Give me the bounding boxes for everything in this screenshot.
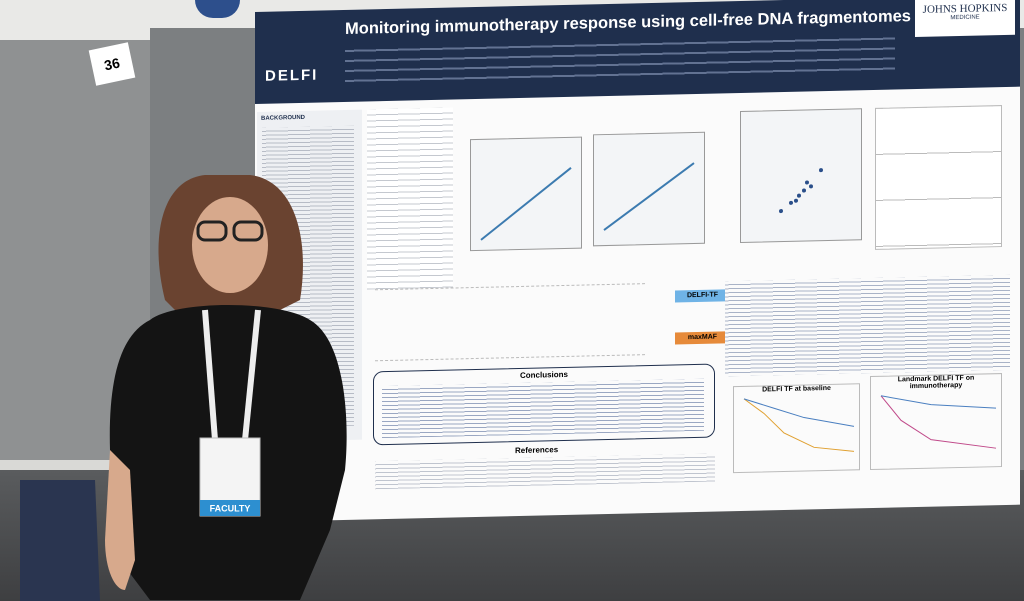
passerby bbox=[20, 480, 100, 601]
curve bbox=[743, 398, 855, 427]
board-sign bbox=[195, 0, 240, 18]
curve bbox=[743, 398, 855, 452]
lanyard bbox=[202, 309, 218, 441]
plot-svg bbox=[779, 168, 823, 214]
plot bbox=[740, 108, 862, 243]
glasses bbox=[196, 220, 228, 242]
km-plot: Landmark DELFI TF on immunotherapy bbox=[870, 373, 1002, 471]
hand bbox=[105, 450, 135, 590]
plot bbox=[470, 136, 582, 252]
km-plot: DELFI TF at baseline bbox=[733, 383, 860, 474]
badge-ribbon bbox=[200, 500, 260, 516]
curve bbox=[880, 395, 997, 449]
fit-line bbox=[603, 162, 695, 231]
plot-svg bbox=[480, 167, 572, 241]
curve bbox=[880, 395, 997, 409]
poster: Monitoring immunotherapy response using … bbox=[255, 0, 1020, 523]
glasses bbox=[232, 220, 264, 242]
km-svg bbox=[880, 395, 997, 449]
badge-role: FACULTY bbox=[210, 503, 251, 513]
face bbox=[192, 197, 268, 293]
lanyard bbox=[242, 309, 261, 441]
plot bbox=[593, 131, 705, 247]
km-svg bbox=[743, 398, 855, 452]
points bbox=[779, 168, 823, 214]
plot-svg bbox=[603, 162, 695, 231]
fit-line bbox=[480, 167, 572, 241]
